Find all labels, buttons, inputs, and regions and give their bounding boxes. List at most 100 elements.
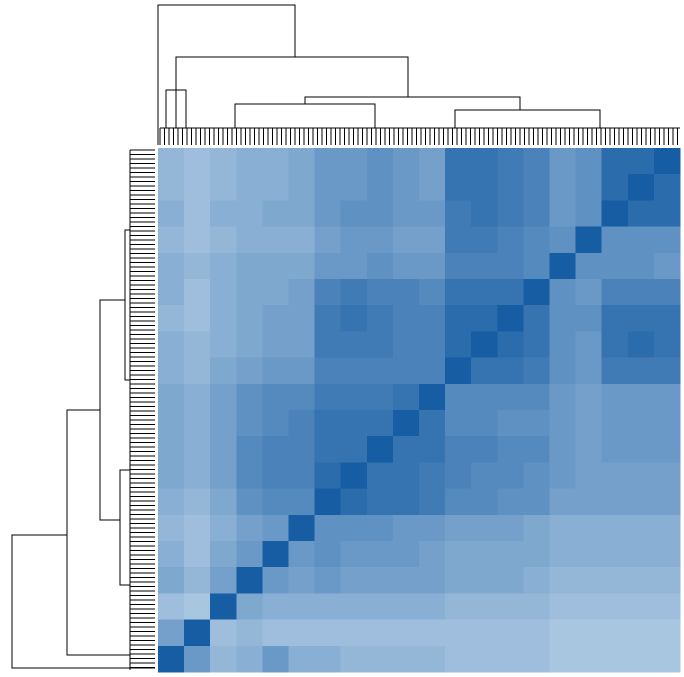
heatmap-cell bbox=[445, 383, 472, 411]
heatmap-cell bbox=[158, 383, 185, 411]
heatmap-cell bbox=[549, 148, 577, 175]
heatmap-cell bbox=[366, 226, 394, 254]
heatmap-cell bbox=[210, 200, 237, 228]
heatmap-cell bbox=[471, 279, 498, 306]
heatmap-cell bbox=[601, 436, 629, 463]
heatmap-cell bbox=[392, 226, 420, 254]
heatmap-cell bbox=[601, 226, 629, 254]
heatmap-cell bbox=[314, 148, 342, 175]
heatmap-cell bbox=[445, 305, 472, 332]
heatmap-cell bbox=[236, 645, 263, 673]
heatmap-cell bbox=[471, 305, 498, 332]
heatmap-cell bbox=[288, 645, 316, 673]
heatmap-cell bbox=[236, 357, 263, 385]
heatmap-cell bbox=[288, 357, 316, 385]
heatmap-cell bbox=[288, 252, 316, 280]
heatmap-cell bbox=[653, 200, 681, 228]
heatmap-cell bbox=[523, 200, 550, 228]
heatmap-cell bbox=[445, 410, 472, 437]
heatmap-cell bbox=[523, 226, 550, 254]
heatmap-cell bbox=[184, 252, 211, 280]
heatmap-cell bbox=[627, 279, 655, 306]
heatmap-cell bbox=[523, 593, 550, 621]
heatmap-cell bbox=[419, 619, 446, 647]
heatmap-cell bbox=[210, 541, 237, 568]
heatmap-cell bbox=[210, 462, 237, 490]
heatmap-cell bbox=[549, 305, 577, 332]
dendrogram-branch bbox=[119, 469, 130, 586]
heatmap-cell bbox=[419, 305, 446, 332]
heatmap-cell bbox=[549, 462, 577, 490]
heatmap-cell bbox=[523, 279, 550, 306]
heatmap-cell bbox=[158, 148, 185, 175]
heatmap-cell bbox=[471, 619, 498, 647]
heatmap-cell bbox=[210, 148, 237, 175]
heatmap-cell bbox=[653, 541, 681, 568]
heatmap-cell bbox=[288, 619, 316, 647]
heatmap-cell bbox=[601, 514, 629, 542]
heatmap-cell bbox=[210, 410, 237, 437]
heatmap-cell bbox=[523, 645, 550, 673]
heatmap-cell bbox=[314, 383, 342, 411]
heatmap-cell bbox=[419, 331, 446, 359]
heatmap-cell bbox=[288, 305, 316, 332]
heatmap-cell bbox=[340, 567, 368, 594]
heatmap-cell bbox=[262, 593, 289, 621]
heatmap-cell bbox=[392, 279, 420, 306]
heatmap-cell bbox=[471, 252, 498, 280]
heatmap-cell bbox=[262, 331, 289, 359]
heatmap-cell bbox=[184, 541, 211, 568]
dendrogram-branch bbox=[66, 409, 130, 656]
heatmap-cell bbox=[419, 488, 446, 516]
heatmap-cell bbox=[236, 619, 263, 647]
heatmap-cell bbox=[340, 279, 368, 306]
heatmap-cell bbox=[653, 567, 681, 594]
heatmap-cell bbox=[340, 645, 368, 673]
heatmap-cell bbox=[523, 567, 550, 594]
heatmap-cell bbox=[601, 462, 629, 490]
heatmap-cell bbox=[653, 252, 681, 280]
heatmap-cell bbox=[523, 357, 550, 385]
heatmap-cell bbox=[314, 331, 342, 359]
heatmap-cell bbox=[184, 514, 211, 542]
heatmap-cell bbox=[627, 174, 655, 201]
heatmap-cell bbox=[366, 462, 394, 490]
heatmap-cell bbox=[601, 619, 629, 647]
heatmap-cell bbox=[497, 226, 524, 254]
row-dendrogram bbox=[11, 149, 155, 670]
heatmap-cell bbox=[497, 593, 524, 621]
heatmap-cell bbox=[419, 567, 446, 594]
heatmap-cell bbox=[419, 436, 446, 463]
heatmap-cell bbox=[497, 279, 524, 306]
heatmap-cell bbox=[575, 593, 603, 621]
heatmap-cell bbox=[158, 488, 185, 516]
heatmap-cell bbox=[210, 252, 237, 280]
heatmap-cell bbox=[236, 488, 263, 516]
heatmap-cell bbox=[445, 252, 472, 280]
heatmap-cell bbox=[158, 174, 185, 201]
heatmap-cell bbox=[627, 436, 655, 463]
heatmap-cell bbox=[366, 541, 394, 568]
heatmap-cell bbox=[549, 383, 577, 411]
heatmap-cell bbox=[601, 593, 629, 621]
heatmap-cell bbox=[392, 305, 420, 332]
heatmap-cell bbox=[236, 279, 263, 306]
heatmap-cell bbox=[210, 279, 237, 306]
heatmap-cell bbox=[158, 619, 185, 647]
heatmap-cell bbox=[366, 383, 394, 411]
heatmap-cell bbox=[158, 436, 185, 463]
heatmap-cell bbox=[575, 279, 603, 306]
heatmap-cell bbox=[627, 200, 655, 228]
heatmap-cell bbox=[288, 514, 316, 542]
heatmap-cell bbox=[601, 148, 629, 175]
heatmap-cell bbox=[314, 174, 342, 201]
heatmap-cell bbox=[497, 305, 524, 332]
heatmap-cell bbox=[236, 567, 263, 594]
heatmap-cell bbox=[314, 436, 342, 463]
heatmap-cell bbox=[497, 200, 524, 228]
heatmap-cell bbox=[627, 383, 655, 411]
heatmap-cell bbox=[158, 541, 185, 568]
heatmap-cell bbox=[627, 541, 655, 568]
heatmap-cell bbox=[184, 279, 211, 306]
